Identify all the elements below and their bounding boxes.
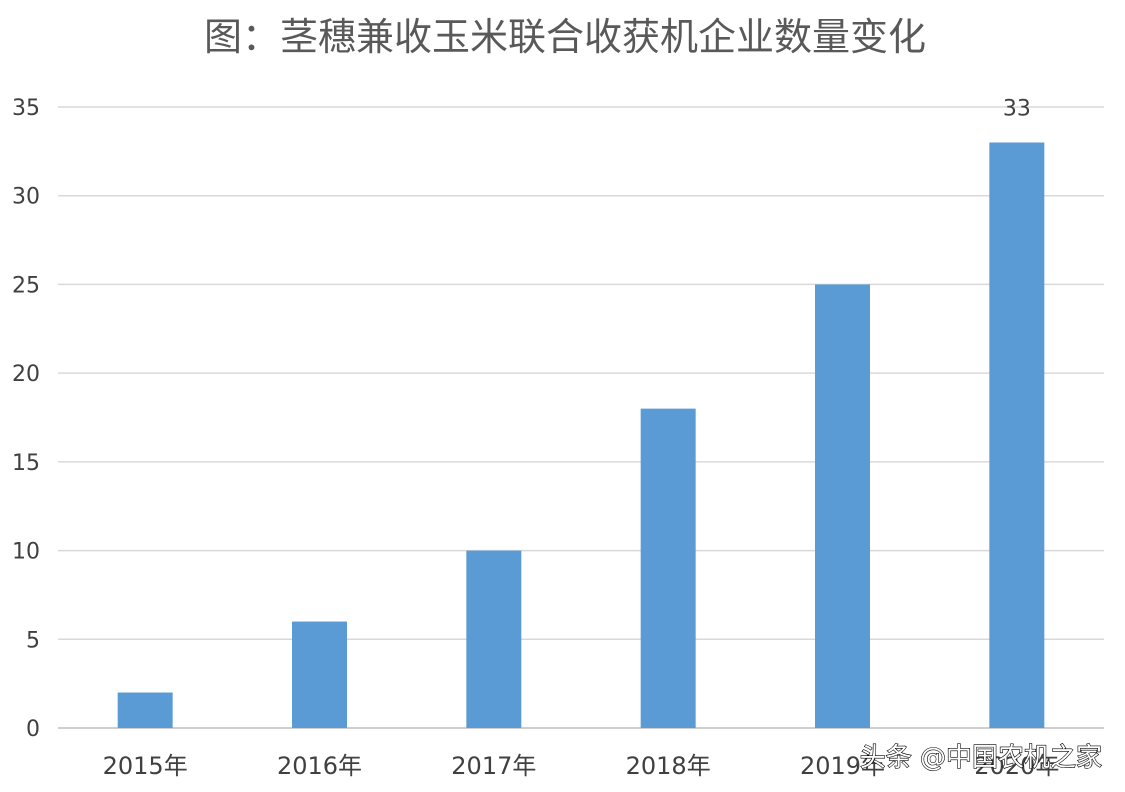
y-tick-label: 15 — [12, 451, 40, 476]
y-tick-label: 20 — [12, 362, 40, 387]
x-category-label: 2018年 — [626, 752, 711, 780]
x-axis-category-labels: 2015年 2016年 2017年 2018年 2019年 2020年 — [103, 752, 1060, 780]
bar — [640, 408, 696, 728]
y-tick-label: 0 — [26, 717, 40, 742]
x-category-label: 2016年 — [277, 752, 362, 780]
y-tick-label: 10 — [12, 540, 40, 565]
gridlines — [58, 106, 1104, 729]
y-tick-label: 25 — [12, 273, 40, 298]
watermark-text: 头条 @中国农机之家 — [860, 743, 1102, 773]
bar — [117, 692, 173, 728]
y-axis-tick-labels: 0 5 10 15 20 25 30 35 — [12, 96, 40, 742]
x-category-label: 2019年 — [800, 752, 885, 780]
x-category-label: 2017年 — [451, 752, 536, 780]
bar — [292, 621, 347, 728]
y-tick-label: 5 — [26, 628, 40, 653]
y-tick-label: 30 — [12, 185, 40, 210]
data-labels: 33 — [1003, 96, 1031, 121]
bar — [815, 284, 870, 728]
x-category-label: 2020年 — [974, 752, 1059, 780]
bar — [989, 142, 1045, 728]
data-label: 33 — [1003, 96, 1031, 121]
chart-title: 图：茎穗兼收玉米联合收获机企业数量变化 — [204, 15, 926, 59]
y-tick-label: 35 — [12, 96, 40, 121]
x-category-label: 2015年 — [103, 752, 188, 780]
bar — [466, 550, 522, 728]
bars — [117, 142, 1045, 728]
